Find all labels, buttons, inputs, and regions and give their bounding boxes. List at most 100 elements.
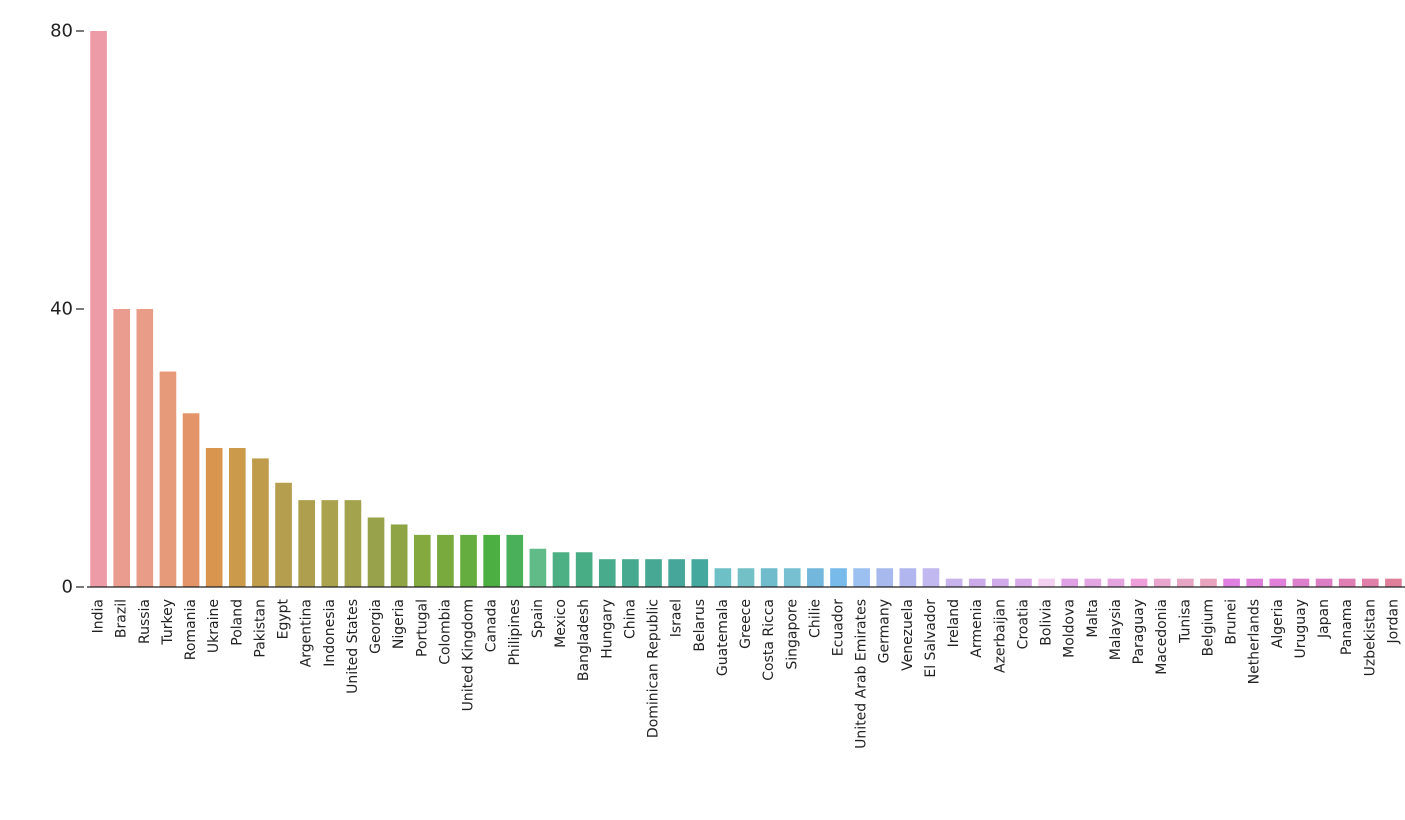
x-tick-label: Bolivia: [1039, 599, 1055, 646]
bar: [413, 534, 431, 588]
bar: [691, 559, 709, 587]
x-tick-label: Macedonia: [1154, 599, 1170, 675]
bar: [922, 568, 940, 587]
x-tick-label: Azerbaijan: [992, 599, 1008, 673]
bar: [298, 500, 315, 588]
x-tick-label: Moldova: [1062, 599, 1078, 658]
bar: [645, 559, 662, 587]
x-tick-label: Bangladesh: [576, 599, 592, 681]
x-tick-label: Uruguay: [1293, 599, 1309, 659]
bar: [275, 482, 292, 587]
y-tick-label: 80: [50, 21, 73, 42]
bar: [1292, 578, 1310, 587]
bar: [460, 534, 477, 588]
bar: [1153, 578, 1171, 587]
x-tick-label: Chilie: [807, 599, 823, 638]
x-tick-label: Turkey: [160, 599, 176, 646]
x-tick-label: Malaysia: [1108, 599, 1124, 660]
x-tick-label: Israel: [669, 599, 685, 637]
bar: [1269, 578, 1287, 587]
bar: [529, 548, 547, 587]
bar: [1177, 578, 1194, 587]
x-tick-label: Argentina: [299, 599, 315, 667]
bar: [876, 568, 894, 587]
bar: [853, 568, 870, 587]
bar: [899, 568, 917, 587]
x-tick-label: Costa Ricca: [761, 599, 777, 681]
bar: [1338, 578, 1356, 587]
x-tick-label: Ecuador: [830, 599, 846, 656]
bar: [714, 568, 732, 587]
x-tick-label: Uzbekistan: [1362, 599, 1378, 676]
x-tick-label: Croatia: [1015, 599, 1031, 649]
bar: [830, 568, 847, 587]
x-tick-label: Philipines: [507, 599, 523, 666]
bar: [321, 500, 339, 588]
x-tick-label: Brazil: [114, 599, 130, 638]
x-tick-label: Singapore: [784, 599, 800, 670]
bar: [1315, 578, 1333, 587]
x-tick-label: Georgia: [368, 599, 384, 654]
bar: [1200, 578, 1217, 587]
x-tick-label: Spain: [530, 599, 546, 638]
bar: [205, 448, 223, 587]
bar: [575, 552, 593, 587]
bar: [90, 31, 107, 587]
x-tick-label: Belarus: [692, 599, 708, 652]
bar: [1061, 578, 1079, 587]
x-tick-label: Pakistan: [252, 599, 268, 658]
x-tick-label: Guatemala: [715, 599, 731, 676]
bar: [483, 534, 500, 588]
bar: [1015, 578, 1032, 587]
bar: [367, 517, 385, 587]
x-tick-label: Paraguay: [1131, 599, 1147, 664]
x-tick-label: Germany: [877, 599, 893, 663]
bar: [390, 524, 408, 587]
bar: [945, 578, 963, 587]
bar: [159, 371, 177, 587]
bar: [1084, 578, 1102, 587]
x-tick-label: Mexico: [553, 599, 569, 648]
bar: [437, 534, 454, 588]
x-tick-label: El Salvador: [923, 599, 939, 678]
bar: [182, 413, 200, 587]
x-tick-label: Romania: [183, 599, 199, 660]
bar: [1385, 578, 1402, 587]
y-axis: 0 40 80: [50, 21, 84, 598]
x-tick-label: Brunei: [1224, 599, 1240, 645]
bar: [1246, 578, 1264, 587]
y-tick-label: 0: [62, 577, 73, 598]
y-tick-label: 40: [50, 299, 73, 320]
x-tick-label: Ukraine: [206, 599, 222, 653]
x-tick-label: Poland: [229, 599, 245, 646]
x-tick-label: Tunisa: [1177, 599, 1193, 644]
x-tick-label: Russia: [137, 599, 153, 644]
bar: [136, 309, 154, 587]
x-tick-label: Algeria: [1270, 599, 1286, 648]
x-tick-label: Jordan: [1385, 599, 1401, 645]
x-tick-label: Canada: [484, 599, 500, 652]
bar: [506, 534, 524, 588]
x-tick-label: Netherlands: [1247, 599, 1263, 684]
x-tick-label: India: [91, 599, 107, 633]
bar: [807, 568, 824, 587]
x-tick-label: Ireland: [946, 599, 962, 647]
x-tick-label: Malta: [1085, 599, 1101, 638]
x-tick-label: Belgium: [1200, 599, 1216, 656]
bar: [228, 448, 246, 587]
bar: [783, 568, 801, 587]
x-tick-label: Nigeria: [391, 599, 407, 649]
bar: [668, 559, 685, 587]
x-tick-label: Dominican Republic: [646, 599, 662, 738]
x-tick-label: United States: [345, 599, 361, 694]
x-tick-label: Colombia: [437, 599, 453, 665]
x-tick-label: United Kingdom: [461, 599, 477, 711]
x-tick-label: United Arab Emirates: [854, 599, 870, 749]
bar: [344, 500, 362, 588]
bar: [968, 578, 986, 587]
bar: [113, 309, 131, 587]
x-tick-label: Armenia: [969, 599, 985, 658]
x-tick-label: Hungary: [599, 599, 615, 659]
bar: [1361, 578, 1379, 587]
